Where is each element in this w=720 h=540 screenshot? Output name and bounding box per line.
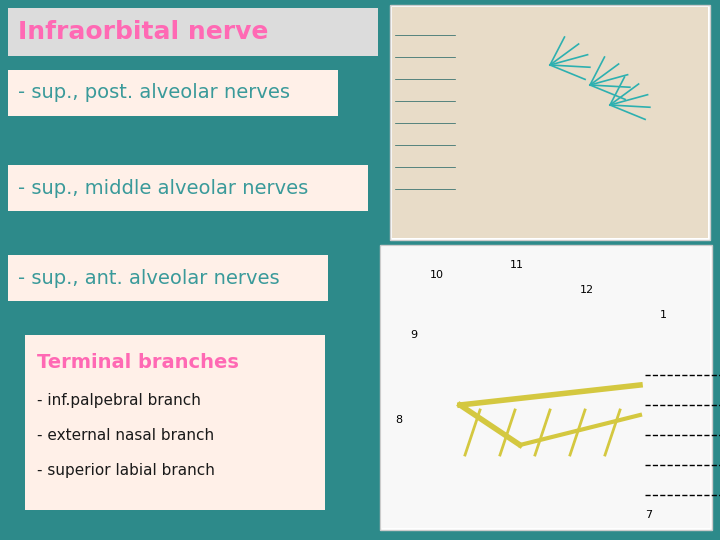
FancyBboxPatch shape <box>8 165 368 211</box>
Text: Infraorbital nerve: Infraorbital nerve <box>18 20 269 44</box>
FancyBboxPatch shape <box>25 335 325 510</box>
FancyBboxPatch shape <box>8 255 328 301</box>
Text: - inf.palpebral branch: - inf.palpebral branch <box>37 393 201 408</box>
Text: 1: 1 <box>660 310 667 320</box>
FancyBboxPatch shape <box>380 245 712 530</box>
FancyBboxPatch shape <box>8 8 378 56</box>
Text: 10: 10 <box>430 270 444 280</box>
Text: Terminal branches: Terminal branches <box>37 354 239 373</box>
Text: 7: 7 <box>645 510 652 520</box>
Text: - external nasal branch: - external nasal branch <box>37 428 214 442</box>
FancyBboxPatch shape <box>390 5 710 240</box>
FancyBboxPatch shape <box>392 7 708 238</box>
Text: - sup., ant. alveolar nerves: - sup., ant. alveolar nerves <box>18 268 279 287</box>
FancyBboxPatch shape <box>8 70 338 116</box>
Text: 8: 8 <box>395 415 402 425</box>
Text: - sup., post. alveolar nerves: - sup., post. alveolar nerves <box>18 84 290 103</box>
Text: 11: 11 <box>510 260 524 270</box>
Text: - superior labial branch: - superior labial branch <box>37 462 215 477</box>
FancyBboxPatch shape <box>382 247 710 528</box>
Text: 9: 9 <box>410 330 417 340</box>
Text: - sup., middle alveolar nerves: - sup., middle alveolar nerves <box>18 179 308 198</box>
Text: 12: 12 <box>580 285 594 295</box>
